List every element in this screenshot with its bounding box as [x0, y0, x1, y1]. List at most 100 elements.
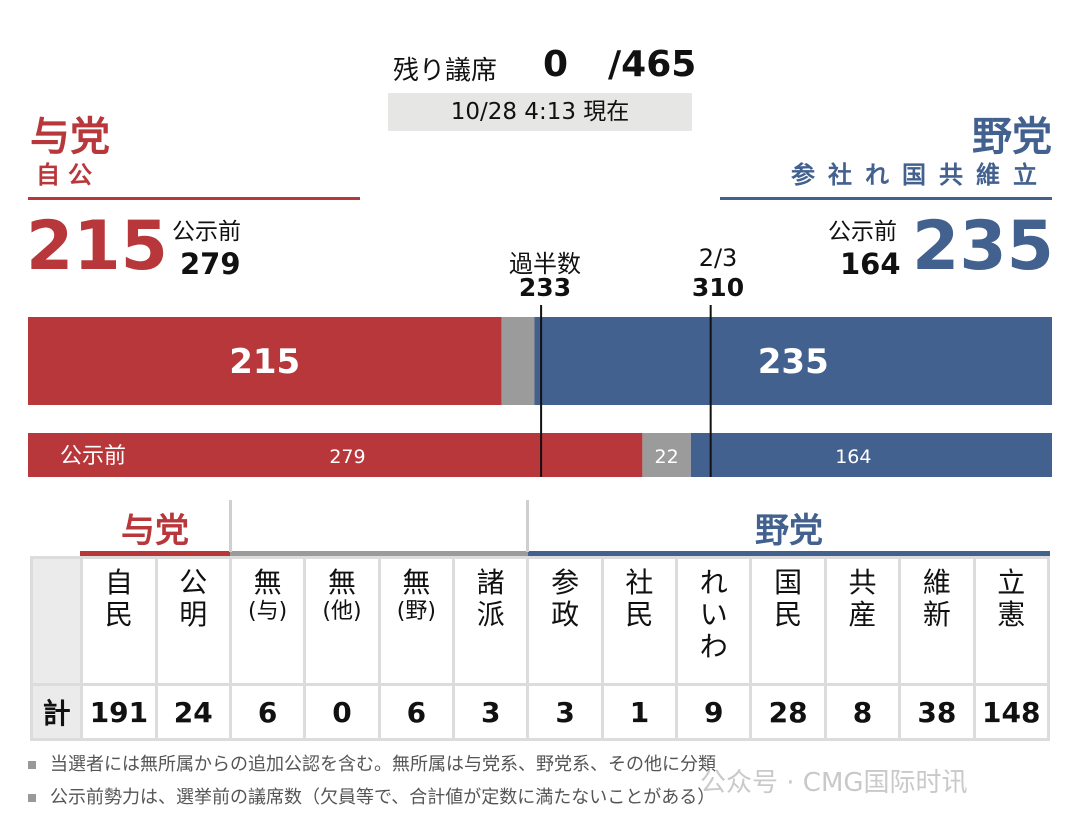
- group-divider: [229, 500, 232, 552]
- party-name-char: 民: [625, 598, 654, 631]
- remaining-seats-value: 0: [543, 44, 569, 85]
- current-ruling-bar: [28, 317, 502, 405]
- party-name-char: 共: [848, 566, 877, 599]
- table-other-line: [230, 551, 528, 556]
- total-seats: /465: [608, 44, 697, 85]
- table-opposition-line: [528, 551, 1050, 556]
- party-name-char: 明: [179, 598, 208, 631]
- party-name-char: 民: [104, 598, 133, 631]
- sum-label: 計: [29, 683, 84, 741]
- majority-label: 過半数: [509, 250, 581, 278]
- footnote-text: 当選者には無所属からの追加公認を含む。無所属は与党系、野党系、その他に分類: [50, 754, 716, 775]
- opposition-subtitle: 参社れ国共維立: [791, 161, 1050, 189]
- opposition-title: 野党: [972, 114, 1052, 160]
- party-name-char: わ: [699, 630, 728, 663]
- party-name-char: 社: [625, 566, 654, 599]
- party-name-row: 自民公明無 (与) 無 (他) 無 (野) 諸派参政社民れいわ国民共産維新立憲: [29, 556, 1051, 686]
- party-name-char: 憲: [997, 598, 1026, 631]
- ruling-prev-label: 公示前: [172, 219, 241, 245]
- party-name-cell: 無 (与): [228, 556, 307, 686]
- opposition-prev-value: 164: [840, 247, 901, 281]
- majority-value: 233: [518, 273, 572, 302]
- party-name-cell: 共産: [823, 556, 902, 686]
- footnote-text: 公示前勢力は、選挙前の議席数（欠員等で、合計値が定数に満たないことがある）: [50, 787, 716, 808]
- party-name-char: 無: [253, 566, 282, 599]
- party-name-cell: 維新: [898, 556, 976, 686]
- party-name-cell: 諸派: [452, 556, 530, 686]
- party-name-char: 国: [774, 566, 803, 599]
- party-name-char: (野): [396, 599, 436, 624]
- party-seat-table: 自民公明無 (与) 無 (他) 無 (野) 諸派参政社民れいわ国民共産維新立憲 計 191 2…: [29, 556, 1051, 741]
- party-name-char: 維: [922, 566, 951, 599]
- current-ruling-label: 215: [229, 342, 300, 382]
- footnote: 公示前勢力は、選挙前の議席数（欠員等で、合計値が定数に満たないことがある）: [28, 783, 715, 809]
- party-name-char: 産: [848, 598, 877, 631]
- previous-ruling-label: 279: [329, 446, 365, 468]
- party-name-cell: 国民: [749, 556, 827, 686]
- table-opposition-head: 野党: [755, 511, 823, 551]
- current-other-bar: [501, 317, 535, 405]
- party-name-char: (与): [248, 599, 288, 624]
- group-divider: [526, 500, 529, 552]
- timestamp: 10/28 4:13 現在: [388, 93, 692, 131]
- party-name-char: 政: [551, 598, 580, 631]
- party-name-char: い: [699, 598, 728, 631]
- party-seats-cell: 0: [303, 683, 381, 741]
- party-seats-cell: 28: [749, 683, 827, 741]
- party-name-cell: 公明: [154, 556, 232, 686]
- party-seats-cell: 6: [377, 683, 456, 741]
- previous-opposition-label: 164: [835, 446, 871, 468]
- two-thirds-label: 2/3: [698, 244, 738, 272]
- seat-bar-chart: 215 235 公示前 279 22 164: [28, 305, 1052, 477]
- party-seats-cell: 148: [972, 683, 1051, 741]
- opposition-total: 235: [912, 207, 1054, 286]
- party-seats-cell: 3: [452, 683, 530, 741]
- party-seats-cell: 6: [228, 683, 307, 741]
- party-seats-cell: 191: [80, 683, 158, 741]
- party-name-cell: れいわ: [675, 556, 753, 686]
- ruling-total: 215: [26, 207, 168, 286]
- current-opposition-bar: [534, 317, 1052, 405]
- footnote: 当選者には無所属からの追加公認を含む。無所属は与党系、野党系、その他に分類: [28, 750, 716, 776]
- party-name-char: 立: [997, 566, 1026, 599]
- party-name-char: 諸: [476, 566, 505, 599]
- remaining-seats-label: 残り議席: [393, 56, 498, 86]
- table-corner: [29, 556, 84, 686]
- party-name-cell: 参政: [526, 556, 604, 686]
- party-name-cell: 立憲: [972, 556, 1051, 686]
- party-name-cell: 無 (野): [377, 556, 456, 686]
- ruling-title: 与党: [30, 114, 110, 160]
- party-name-char: 無: [402, 566, 431, 599]
- current-opposition-label: 235: [758, 342, 829, 382]
- table-ruling-head: 与党: [121, 511, 189, 551]
- party-name-cell: 社民: [600, 556, 679, 686]
- party-name-char: 派: [476, 598, 505, 631]
- party-seats-cell: 24: [154, 683, 232, 741]
- party-name-char: 自: [104, 566, 133, 599]
- previous-ruling-bar: [28, 433, 643, 477]
- ruling-prev-value: 279: [180, 247, 241, 281]
- two-thirds-value: 310: [691, 273, 745, 302]
- party-seats-cell: 9: [675, 683, 753, 741]
- ruling-subtitle: 自公: [36, 161, 100, 189]
- party-name-cell: 無 (他): [303, 556, 381, 686]
- previous-other-label: 22: [655, 446, 679, 468]
- party-name-cell: 自民: [80, 556, 158, 686]
- watermark-text: 公众号 · CMG国际时讯: [700, 768, 968, 798]
- party-name-char: 新: [922, 598, 951, 631]
- party-name-char: 参: [551, 566, 580, 599]
- party-seats-row: 計 191 24 6 0 6 3 3 1 9 28 8 38 148: [29, 683, 1051, 741]
- party-seats-cell: 1: [600, 683, 679, 741]
- previous-bar-label: 公示前: [60, 444, 126, 469]
- party-name-char: 無: [327, 566, 356, 599]
- party-name-char: (他): [322, 599, 362, 624]
- party-name-char: れ: [699, 566, 728, 599]
- ruling-underline: [28, 197, 360, 200]
- table-ruling-line: [80, 551, 230, 556]
- party-seats-cell: 8: [823, 683, 902, 741]
- party-seats-cell: 38: [898, 683, 976, 741]
- previous-other-bar: [642, 433, 691, 477]
- opposition-prev-label: 公示前: [828, 219, 897, 245]
- party-name-char: 民: [774, 598, 803, 631]
- party-seats-cell: 3: [526, 683, 604, 741]
